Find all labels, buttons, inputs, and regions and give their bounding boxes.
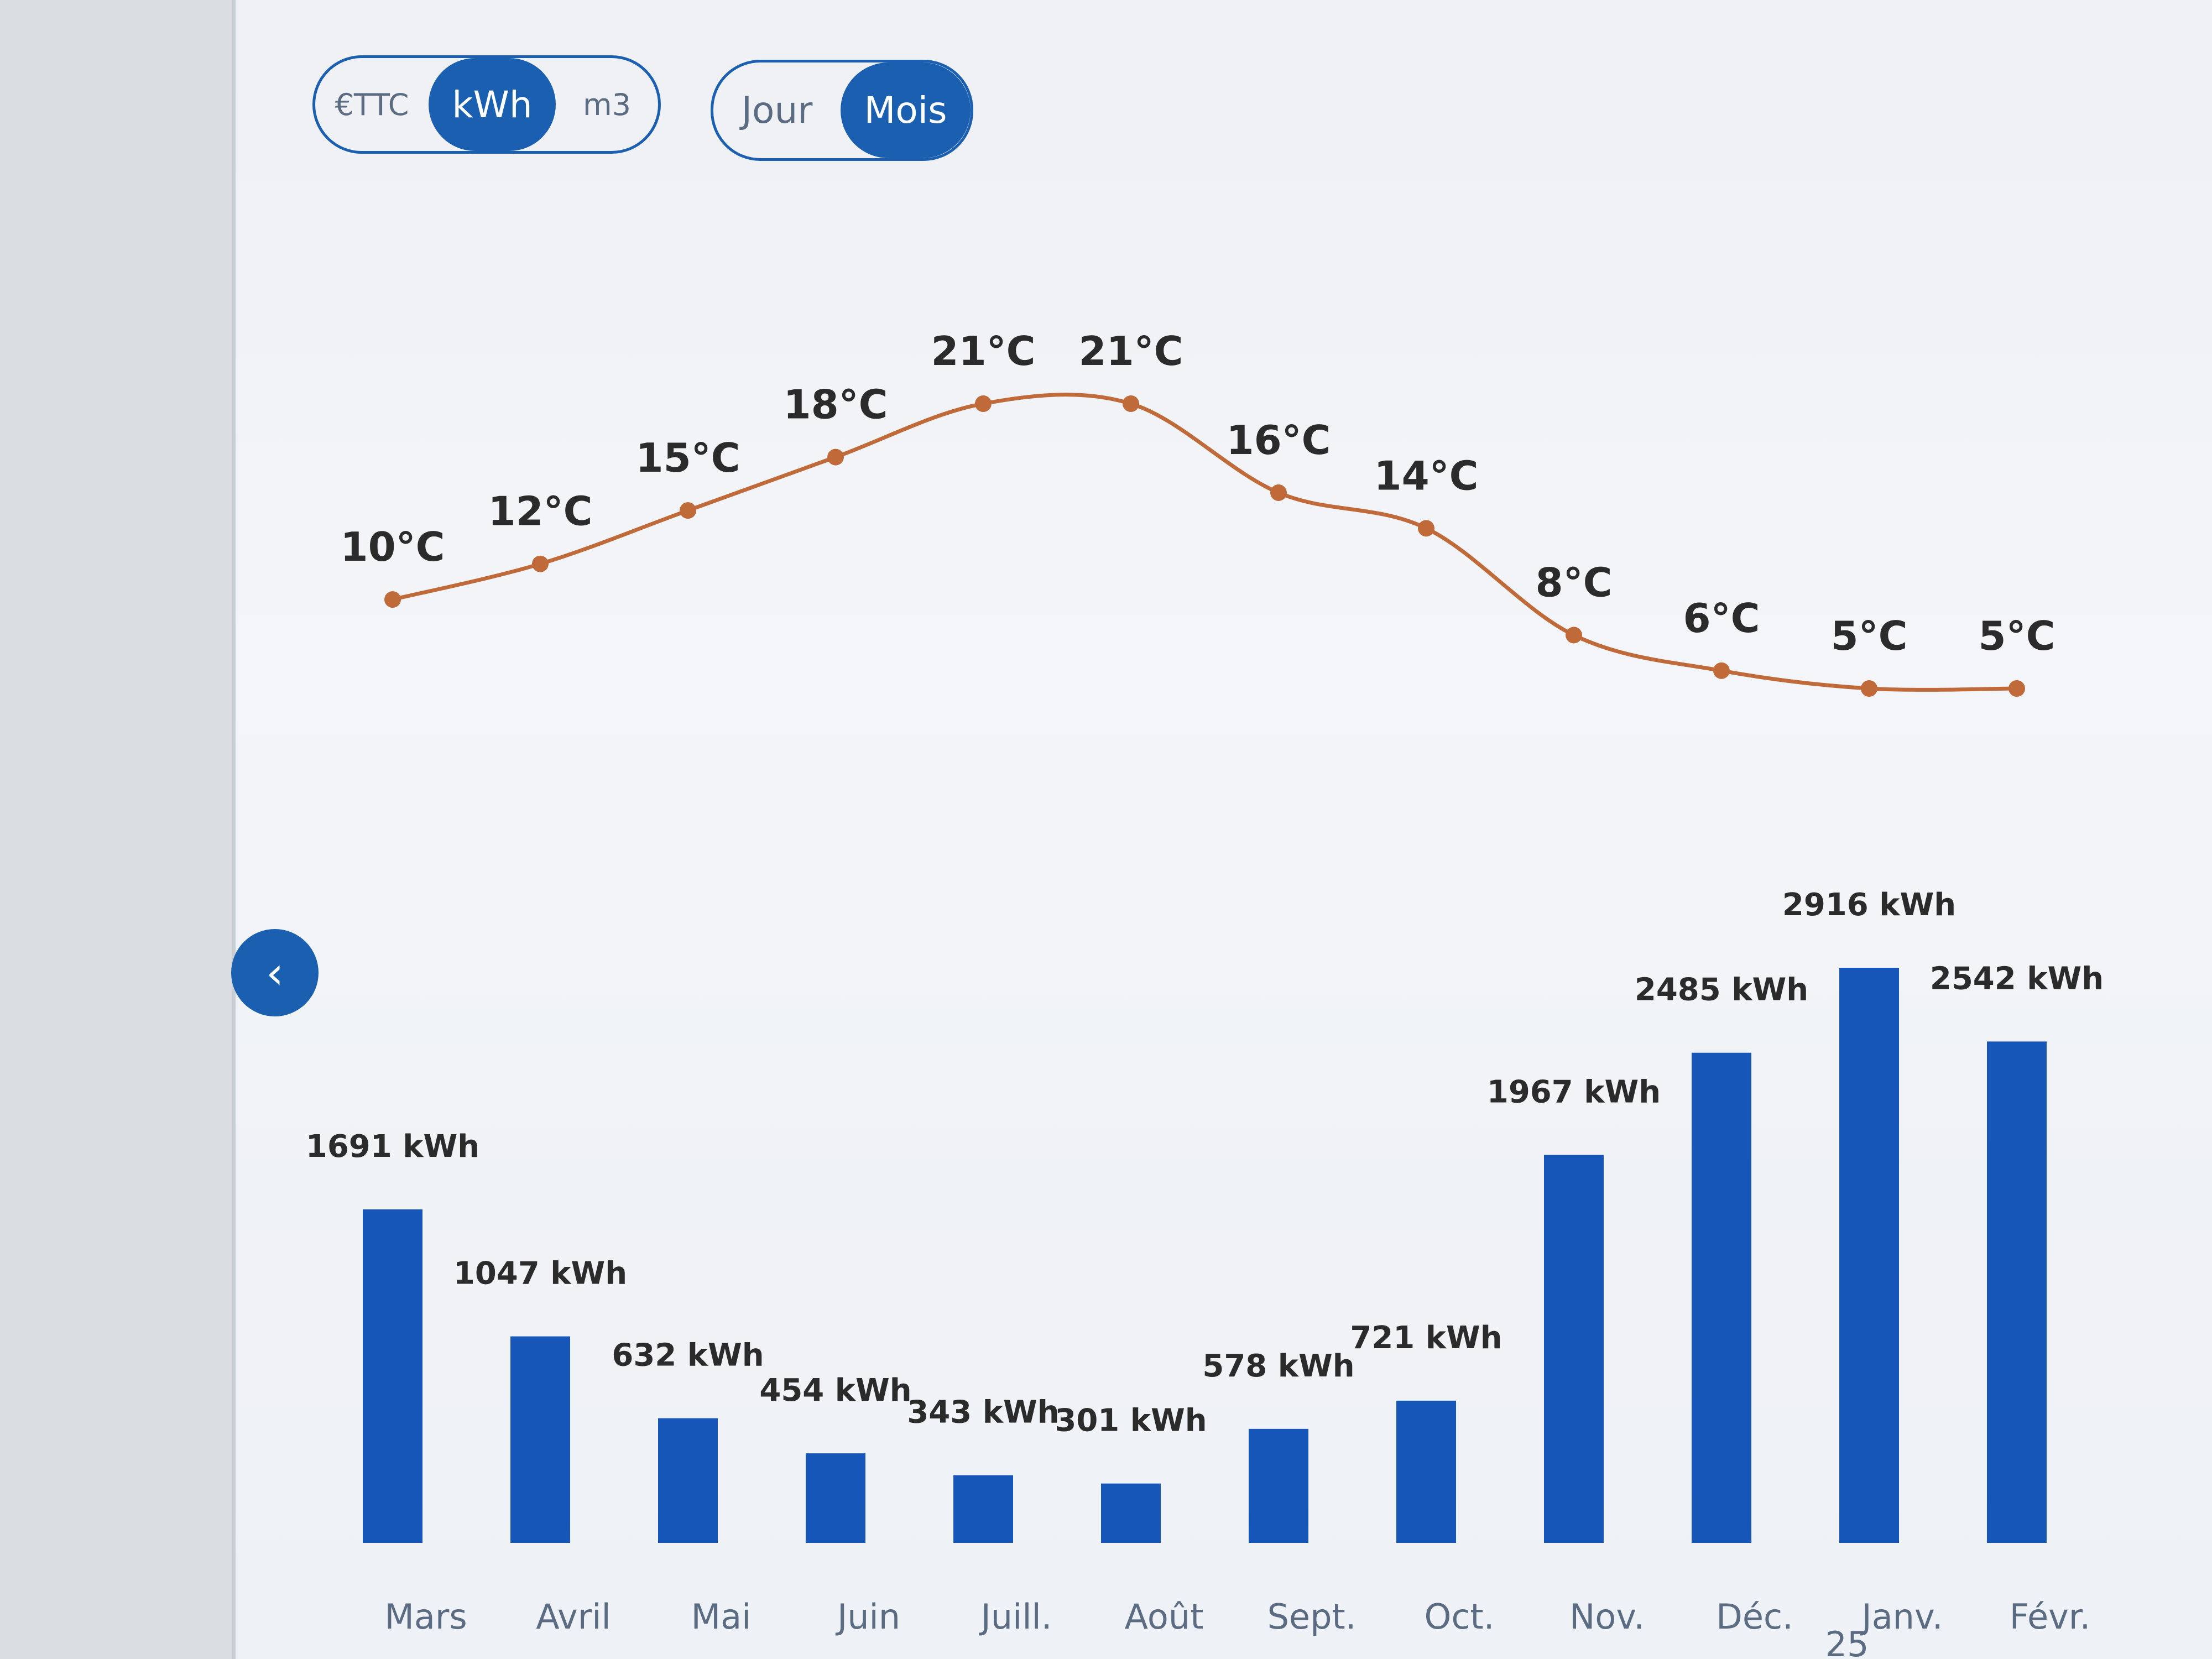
month-label: Mars — [384, 1597, 467, 1637]
month-label: Févr. — [2010, 1597, 2091, 1637]
consumption-bar[interactable] — [363, 1209, 422, 1543]
consumption-value-label: 1047 kWh — [453, 1256, 627, 1292]
temperature-label: 16°C — [1226, 417, 1331, 463]
consumption-value-label: 2542 kWh — [1930, 961, 2104, 997]
consumption-bar[interactable] — [658, 1418, 718, 1543]
temperature-label: 15°C — [635, 435, 740, 481]
period-option-jour[interactable]: Jour — [741, 89, 813, 132]
month-sublabel: 25 — [1825, 1624, 1869, 1659]
temperature-label: 5°C — [1979, 613, 2056, 659]
unit-option-kwh[interactable]: kWh — [429, 58, 556, 151]
consumption-value-label: 1967 kWh — [1487, 1074, 1661, 1110]
month-label: Janv. — [1859, 1597, 1943, 1637]
previous-period-button[interactable]: ‹ — [231, 929, 319, 1016]
consumption-bar[interactable] — [510, 1336, 570, 1543]
consumption-value-label: 632 kWh — [612, 1338, 764, 1374]
temperature-label: 21°C — [931, 328, 1035, 374]
consumption-bar[interactable] — [1544, 1155, 1604, 1543]
temperature-point — [827, 448, 844, 466]
consumption-bar[interactable] — [806, 1453, 865, 1543]
temperature-label: 6°C — [1683, 595, 1760, 641]
temperature-series: 10°C 12°C 15°C 18°C 21°C 21°C 16°C 14°C 8°C 6°C 5°… — [340, 328, 2055, 697]
month-label: Déc. — [1716, 1597, 1793, 1637]
period-toggle: Jour Mois — [711, 60, 973, 161]
temperature-point — [975, 395, 992, 412]
temperature-label: 18°C — [783, 382, 888, 428]
consumption-value-label: 454 kWh — [759, 1373, 911, 1408]
consumption-value-label: 578 kWh — [1202, 1348, 1354, 1384]
consumption-value-label: 2916 kWh — [1782, 887, 1956, 923]
unit-toggle: €TTC kWh m3 — [312, 55, 661, 154]
month-label: Avril — [536, 1597, 611, 1637]
consumption-bar[interactable] — [1396, 1400, 1456, 1543]
temperature-point — [1566, 627, 1582, 644]
month-label: Mai — [691, 1597, 752, 1637]
temperature-label: 21°C — [1078, 328, 1183, 374]
temperature-label: 12°C — [488, 488, 592, 535]
month-label: Nov. — [1569, 1597, 1645, 1637]
consumption-bar[interactable] — [1839, 968, 1899, 1543]
consumption-value-label: 721 kWh — [1350, 1320, 1502, 1356]
temperature-point — [1418, 520, 1434, 537]
consumption-value-label: 301 kWh — [1055, 1403, 1207, 1439]
month-label: Août — [1125, 1597, 1204, 1637]
temperature-label: 5°C — [1831, 613, 1908, 659]
temperature-point — [1713, 662, 1730, 679]
consumption-value-label: 1691 kWh — [306, 1129, 479, 1165]
temperature-point — [1861, 680, 1877, 697]
temperature-point — [680, 502, 696, 519]
period-option-mois[interactable]: Mois — [841, 62, 971, 158]
consumption-bar[interactable] — [1249, 1428, 1308, 1543]
consumption-value-label: 2485 kWh — [1635, 972, 1808, 1008]
temperature-line — [392, 393, 2017, 692]
temperature-point — [384, 591, 401, 608]
temperature-point — [2008, 680, 2025, 697]
month-label: Juin — [835, 1597, 900, 1637]
consumption-bar[interactable] — [953, 1475, 1013, 1543]
x-axis-labels: Mars Avril Mai Juin Juill. Août Sept. Oct. Nov. D… — [384, 1597, 2090, 1659]
temperature-label: 14°C — [1374, 452, 1478, 499]
temperature-point — [1123, 395, 1139, 412]
temperature-label: 8°C — [1536, 559, 1613, 606]
consumption-bar[interactable] — [1101, 1483, 1161, 1543]
consumption-bar[interactable] — [1692, 1052, 1751, 1543]
unit-option-m3[interactable]: m3 — [583, 87, 631, 122]
temperature-label: 10°C — [340, 524, 445, 570]
month-label: Juill. — [979, 1597, 1052, 1637]
unit-option-ttc[interactable]: €TTC — [335, 87, 409, 122]
consumption-value-label: 343 kWh — [907, 1395, 1059, 1431]
month-label: Oct. — [1425, 1597, 1495, 1637]
temperature-point — [1270, 484, 1287, 501]
consumption-bar[interactable] — [1987, 1041, 2047, 1543]
chevron-left-icon: ‹ — [266, 947, 284, 999]
month-label: Sept. — [1267, 1597, 1357, 1637]
temperature-point — [532, 555, 549, 572]
